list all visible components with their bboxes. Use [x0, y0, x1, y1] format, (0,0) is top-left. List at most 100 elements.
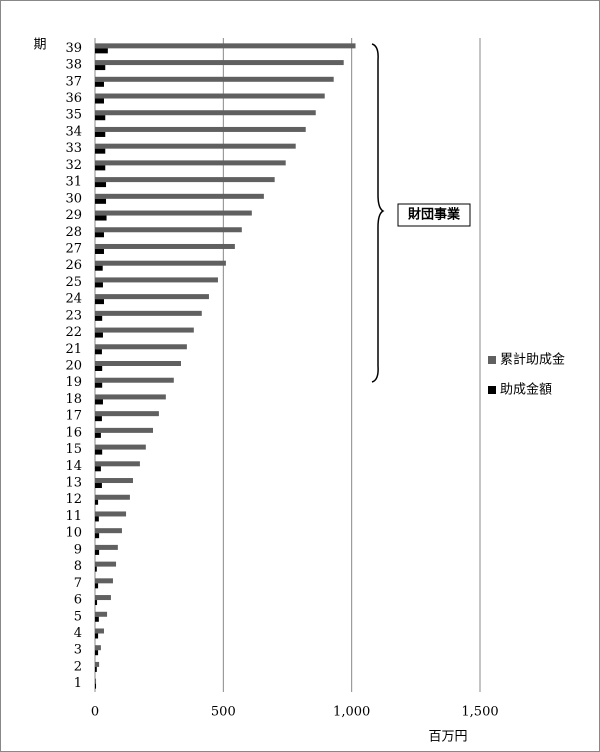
bar — [95, 60, 344, 66]
y-tick-label: 6 — [74, 593, 82, 608]
legend-label: 助成金額 — [500, 382, 552, 398]
bar — [95, 160, 286, 166]
bar — [95, 650, 99, 656]
y-tick-label: 15 — [65, 442, 82, 457]
y-tick-label: 37 — [65, 74, 82, 89]
y-tick-label: 10 — [65, 526, 82, 541]
y-tick-label: 2 — [74, 659, 82, 674]
y-tick-label: 31 — [65, 175, 82, 190]
x-tick-label: 1,500 — [461, 705, 498, 720]
bar — [95, 182, 107, 188]
bar — [95, 516, 99, 522]
bar — [95, 131, 106, 137]
bar — [95, 65, 106, 71]
bar — [95, 361, 181, 366]
bar — [95, 416, 102, 422]
y-tick-label: 35 — [65, 108, 82, 123]
y-tick-label: 7 — [74, 576, 82, 591]
y-tick-label: 25 — [65, 275, 82, 290]
y-tick-label: 17 — [65, 409, 82, 424]
bar — [95, 310, 202, 316]
bar — [95, 683, 97, 689]
y-tick-label: 19 — [65, 375, 82, 390]
y-tick-label: 23 — [65, 308, 82, 323]
y-tick-label: 5 — [74, 609, 82, 624]
y-tick-label: 22 — [65, 325, 82, 340]
bar — [95, 600, 98, 606]
bar — [95, 366, 103, 371]
bar — [95, 499, 99, 505]
x-tick-label: 0 — [91, 705, 99, 720]
bar — [95, 633, 99, 639]
y-tick-label: 18 — [65, 392, 82, 407]
y-tick-label: 38 — [65, 58, 82, 73]
bar — [95, 243, 235, 249]
bar — [95, 399, 103, 405]
bar — [95, 382, 103, 388]
y-tick-label: 16 — [65, 425, 82, 440]
bar — [95, 344, 187, 350]
bar — [95, 332, 103, 338]
bar — [95, 566, 97, 572]
brace — [371, 43, 385, 383]
y-tick-label: 8 — [74, 559, 82, 574]
bar — [95, 583, 99, 589]
bar — [95, 444, 146, 450]
x-tick-label: 500 — [211, 705, 236, 720]
bar — [95, 466, 101, 472]
bar — [95, 478, 133, 484]
bar — [95, 544, 118, 550]
bar — [95, 678, 97, 684]
bar — [95, 611, 108, 617]
bar — [95, 578, 113, 584]
y-tick-label: 32 — [65, 158, 82, 173]
bar — [95, 215, 107, 221]
bar — [95, 315, 103, 321]
bar — [95, 511, 127, 517]
bar — [95, 432, 101, 438]
bar — [95, 277, 218, 283]
y-tick-label: 21 — [65, 342, 82, 357]
y-tick-label: 39 — [65, 41, 82, 56]
bar — [95, 227, 242, 233]
bar — [95, 115, 106, 121]
bar — [95, 494, 130, 500]
x-tick-label: 1,000 — [333, 705, 370, 720]
bar — [95, 645, 101, 651]
bar — [95, 198, 107, 204]
y-tick-label: 27 — [65, 241, 82, 256]
bar — [95, 666, 97, 672]
y-tick-label: 28 — [65, 225, 82, 240]
bar — [95, 411, 159, 417]
y-tick-label: 24 — [65, 292, 82, 307]
y-tick-label: 30 — [65, 191, 82, 206]
bar — [95, 561, 117, 567]
bar — [95, 628, 104, 634]
annotation: 財団事業 — [407, 207, 461, 223]
bar — [95, 265, 103, 271]
bar — [95, 449, 103, 455]
y-tick-label: 11 — [65, 509, 82, 524]
y-tick-label: 13 — [65, 476, 82, 491]
bar — [95, 43, 356, 49]
y-tick-label: 20 — [65, 359, 82, 374]
y-tick-label: 36 — [65, 91, 82, 106]
bar — [95, 76, 334, 82]
bar — [95, 248, 104, 254]
y-tick-label: 14 — [65, 459, 82, 474]
bar — [95, 394, 166, 400]
annotation-box — [397, 203, 471, 227]
bar — [95, 260, 226, 266]
bar — [95, 616, 99, 622]
bar — [95, 148, 106, 154]
legend-swatch — [488, 386, 496, 394]
y-tick-label: 26 — [65, 258, 82, 273]
bar — [95, 483, 102, 489]
bar — [95, 210, 252, 216]
y-tick-label: 4 — [74, 626, 82, 641]
bar — [95, 110, 316, 116]
bar — [95, 528, 122, 534]
bar — [95, 299, 104, 305]
bar — [95, 126, 306, 132]
